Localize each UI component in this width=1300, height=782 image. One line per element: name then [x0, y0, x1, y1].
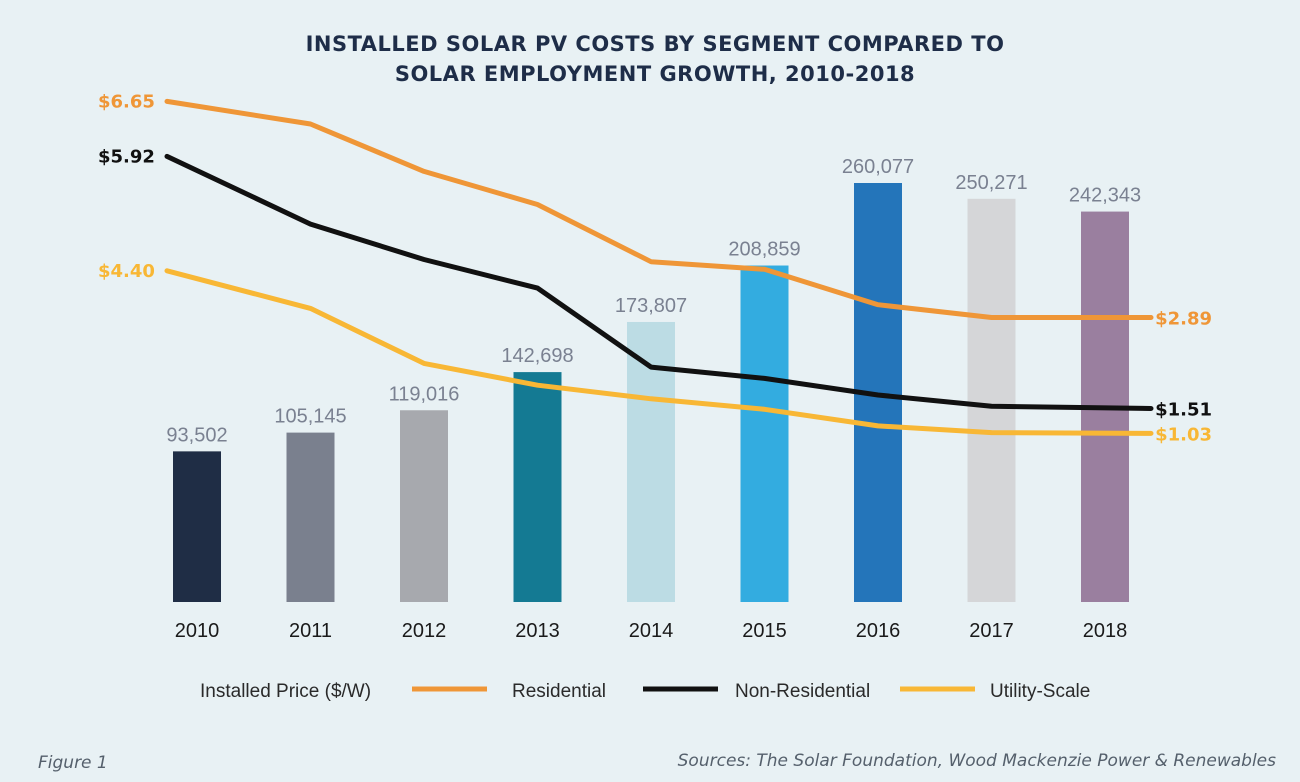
line-utility-scale: [164, 268, 1154, 436]
x-tick-label-2016: 2016: [856, 620, 901, 642]
bar-value-label-2010: 93,502: [166, 424, 227, 446]
bar-value-label-2018: 242,343: [1069, 185, 1141, 207]
x-tick-label-2018: 2018: [1083, 620, 1128, 642]
bar-value-label-2014: 173,807: [615, 295, 687, 317]
legend-label-utility-scale: Utility-Scale: [990, 681, 1090, 702]
end-label-residential: $2.89: [1155, 308, 1212, 329]
bar-2015: [740, 265, 789, 602]
chart-title-line-2: SOLAR EMPLOYMENT GROWTH, 2010-2018: [395, 62, 915, 86]
chart-title-line-1: INSTALLED SOLAR PV COSTS BY SEGMENT COMP…: [306, 32, 1005, 56]
bar-2012: [400, 410, 448, 602]
start-label-utility-scale: $4.40: [98, 261, 155, 282]
line-residential: [164, 98, 1154, 320]
x-tick-label-2015: 2015: [742, 620, 787, 642]
bar-value-label-2011: 105,145: [274, 406, 346, 428]
start-label-residential: $6.65: [98, 91, 155, 112]
legend-label-non-residential: Non-Residential: [735, 681, 870, 702]
start-label-non-residential: $5.92: [98, 146, 155, 167]
x-tick-label-2013: 2013: [515, 620, 560, 642]
legend: Installed Price ($/W) Residential Non-Re…: [200, 681, 1090, 702]
labels-group: 93,502 2010 105,145 2011 119,016 2012 142,698 2…: [98, 91, 1212, 642]
bar-value-label-2015: 208,859: [728, 239, 800, 261]
x-tick-label-2012: 2012: [402, 620, 447, 642]
x-tick-label-2017: 2017: [969, 620, 1014, 642]
end-label-non-residential: $1.51: [1155, 400, 1212, 421]
line-non-residential: [164, 153, 1154, 411]
x-tick-label-2010: 2010: [175, 620, 220, 642]
bar-value-label-2012: 119,016: [389, 383, 460, 405]
bar-2014: [627, 321, 675, 602]
bar-2017: [967, 198, 1016, 602]
x-tick-label-2014: 2014: [629, 620, 674, 642]
bar-2011: [286, 432, 335, 602]
figure-label: Figure 1: [38, 753, 108, 773]
bar-value-label-2017: 250,271: [955, 172, 1027, 194]
bar-2013: [513, 372, 562, 602]
x-tick-label-2011: 2011: [289, 620, 332, 642]
sources-note: Sources: The Solar Foundation, Wood Mack…: [678, 751, 1276, 771]
bar-value-label-2016: 260,077: [842, 156, 914, 178]
legend-title: Installed Price ($/W): [200, 681, 371, 702]
bar-2010: [173, 451, 221, 602]
bars-group: [173, 183, 1129, 602]
lines-group: [164, 98, 1154, 436]
bar-value-label-2013: 142,698: [501, 345, 573, 367]
legend-label-residential: Residential: [512, 681, 606, 702]
end-label-utility-scale: $1.03: [1155, 424, 1212, 445]
